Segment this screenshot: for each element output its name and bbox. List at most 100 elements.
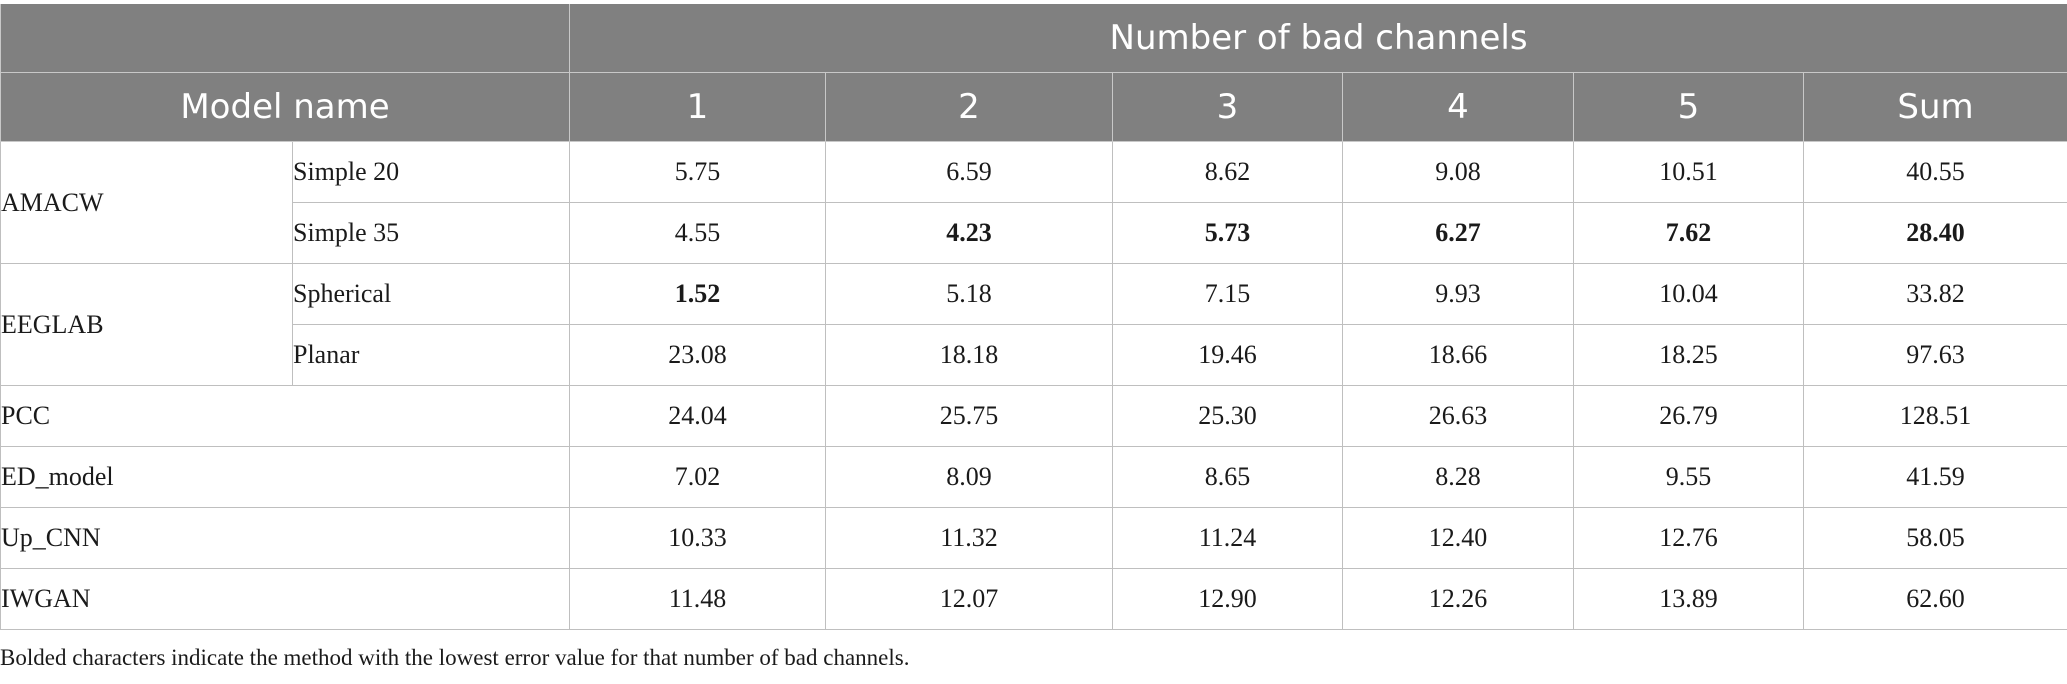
value-text: 8.65 bbox=[1204, 462, 1251, 491]
table-row: Simple 35 4.55 4.23 5.73 6.27 7.62 28.40 bbox=[1, 202, 2067, 264]
value-cell: 8.62 bbox=[1112, 141, 1343, 203]
header-row-group: Number of bad channels bbox=[0, 4, 2067, 73]
value-cell: 8.28 bbox=[1342, 446, 1574, 508]
variant-name-cell: Spherical bbox=[292, 263, 570, 325]
value-cell: 8.09 bbox=[825, 446, 1113, 508]
bad-channels-group-header: Number of bad channels bbox=[568, 4, 2067, 73]
table-row: Planar 23.08 18.18 19.46 18.66 18.25 97.63 bbox=[1, 324, 2067, 386]
value-cell: 5.18 bbox=[825, 263, 1113, 325]
value-cell: 10.33 bbox=[569, 507, 826, 569]
value-cell: 9.08 bbox=[1342, 141, 1574, 203]
results-table: Number of bad channels Model name 1 2 3 … bbox=[0, 4, 2067, 630]
value-cell: 8.65 bbox=[1112, 446, 1343, 508]
value-text: 6.27 bbox=[1435, 218, 1481, 247]
value-text: 9.93 bbox=[1435, 279, 1481, 308]
header-row-columns: Model name 1 2 3 4 5 Sum bbox=[0, 72, 2067, 142]
value-text: 25.75 bbox=[939, 401, 999, 430]
header-corner bbox=[0, 4, 570, 73]
table-footnote: Bolded characters indicate the method wi… bbox=[0, 645, 910, 670]
value-cell: 12.76 bbox=[1573, 507, 1804, 569]
value-text: 19.46 bbox=[1198, 340, 1257, 369]
value-text: 18.66 bbox=[1428, 340, 1488, 369]
value-text: 5.73 bbox=[1204, 218, 1251, 247]
value-cell: 24.04 bbox=[569, 385, 826, 447]
table-row: AMACW Simple 20 5.75 6.59 8.62 9.08 10.51 40.55 bbox=[0, 141, 2067, 264]
value-cell: 7.62 bbox=[1573, 202, 1804, 264]
col-header-5: 5 bbox=[1573, 72, 1804, 142]
value-text: 25.30 bbox=[1198, 401, 1257, 430]
value-text: 7.62 bbox=[1665, 218, 1712, 247]
model-name-cell: PCC bbox=[0, 385, 570, 447]
value-text: 18.18 bbox=[939, 340, 999, 369]
value-cell: 13.89 bbox=[1573, 568, 1804, 630]
value-cell: 97.63 bbox=[1802, 324, 2067, 386]
value-cell: 10.04 bbox=[1573, 263, 1804, 325]
value-cell: 5.73 bbox=[1112, 202, 1343, 264]
model-name-cell: Up_CNN bbox=[0, 507, 570, 569]
value-text: 4.55 bbox=[674, 218, 721, 247]
value-cell: 7.15 bbox=[1112, 263, 1343, 325]
value-cell: 9.93 bbox=[1342, 263, 1574, 325]
col-header-4: 4 bbox=[1342, 72, 1574, 142]
value-text: 5.75 bbox=[674, 157, 721, 186]
value-text: 58.05 bbox=[1906, 523, 1965, 552]
value-cell: 12.40 bbox=[1342, 507, 1574, 569]
col-header-3: 3 bbox=[1112, 72, 1343, 142]
model-name-cell: AMACW bbox=[0, 141, 293, 264]
value-cell: 11.32 bbox=[825, 507, 1113, 569]
value-cell: 62.60 bbox=[1802, 568, 2067, 630]
value-text: 12.26 bbox=[1428, 584, 1488, 613]
value-cell: 4.23 bbox=[825, 202, 1113, 264]
value-text: 10.04 bbox=[1659, 279, 1718, 308]
value-cell: 26.63 bbox=[1342, 385, 1574, 447]
value-text: 18.25 bbox=[1659, 340, 1718, 369]
value-text: 11.32 bbox=[940, 523, 998, 552]
value-cell: 11.24 bbox=[1112, 507, 1343, 569]
value-cell: 25.30 bbox=[1112, 385, 1343, 447]
value-cell: 1.52 bbox=[569, 263, 826, 325]
value-cell: 40.55 bbox=[1802, 141, 2067, 203]
value-text: 12.76 bbox=[1659, 523, 1718, 552]
model-name-header: Model name bbox=[0, 72, 570, 142]
variant-name-cell: Simple 35 bbox=[292, 202, 570, 264]
value-text: 128.51 bbox=[1899, 401, 1972, 430]
value-cell: 28.40 bbox=[1802, 202, 2067, 264]
value-text: 8.09 bbox=[946, 462, 992, 491]
value-text: 24.04 bbox=[668, 401, 727, 430]
value-text: 1.52 bbox=[674, 279, 721, 308]
value-text: 7.15 bbox=[1204, 279, 1251, 308]
value-text: 26.63 bbox=[1428, 401, 1488, 430]
value-cell: 6.27 bbox=[1342, 202, 1574, 264]
value-cell: 5.75 bbox=[569, 141, 826, 203]
value-text: 5.18 bbox=[946, 279, 992, 308]
value-text: 10.33 bbox=[668, 523, 727, 552]
value-text: 97.63 bbox=[1906, 340, 1965, 369]
value-text: 8.28 bbox=[1435, 462, 1481, 491]
value-text: 40.55 bbox=[1906, 157, 1965, 186]
value-text: 33.82 bbox=[1906, 279, 1965, 308]
value-text: 12.40 bbox=[1428, 523, 1488, 552]
value-cell: 19.46 bbox=[1112, 324, 1343, 386]
variant-name-cell: Planar bbox=[292, 324, 570, 386]
value-cell: 9.55 bbox=[1573, 446, 1804, 508]
value-text: 8.62 bbox=[1204, 157, 1251, 186]
value-cell: 7.02 bbox=[569, 446, 826, 508]
value-cell: 18.66 bbox=[1342, 324, 1574, 386]
value-cell: 12.26 bbox=[1342, 568, 1574, 630]
value-text: 9.55 bbox=[1665, 462, 1712, 491]
value-cell: 12.90 bbox=[1112, 568, 1343, 630]
value-cell: 33.82 bbox=[1802, 263, 2067, 325]
value-cell: 11.48 bbox=[569, 568, 826, 630]
value-cell: 12.07 bbox=[825, 568, 1113, 630]
value-cell: 18.25 bbox=[1573, 324, 1804, 386]
model-name-cell: IWGAN bbox=[0, 568, 570, 630]
table-row: IWGAN 11.48 12.07 12.90 12.26 13.89 62.60 bbox=[0, 568, 2067, 630]
table-row: EEGLAB Spherical 1.52 5.18 7.15 9.93 10.04 33.8… bbox=[0, 263, 2067, 386]
model-name-cell: ED_model bbox=[0, 446, 570, 508]
value-text: 10.51 bbox=[1659, 157, 1718, 186]
value-cell: 58.05 bbox=[1802, 507, 2067, 569]
value-text: 12.90 bbox=[1198, 584, 1257, 613]
col-header-2: 2 bbox=[825, 72, 1113, 142]
col-header-1: 1 bbox=[569, 72, 826, 142]
value-cell: 23.08 bbox=[569, 324, 826, 386]
